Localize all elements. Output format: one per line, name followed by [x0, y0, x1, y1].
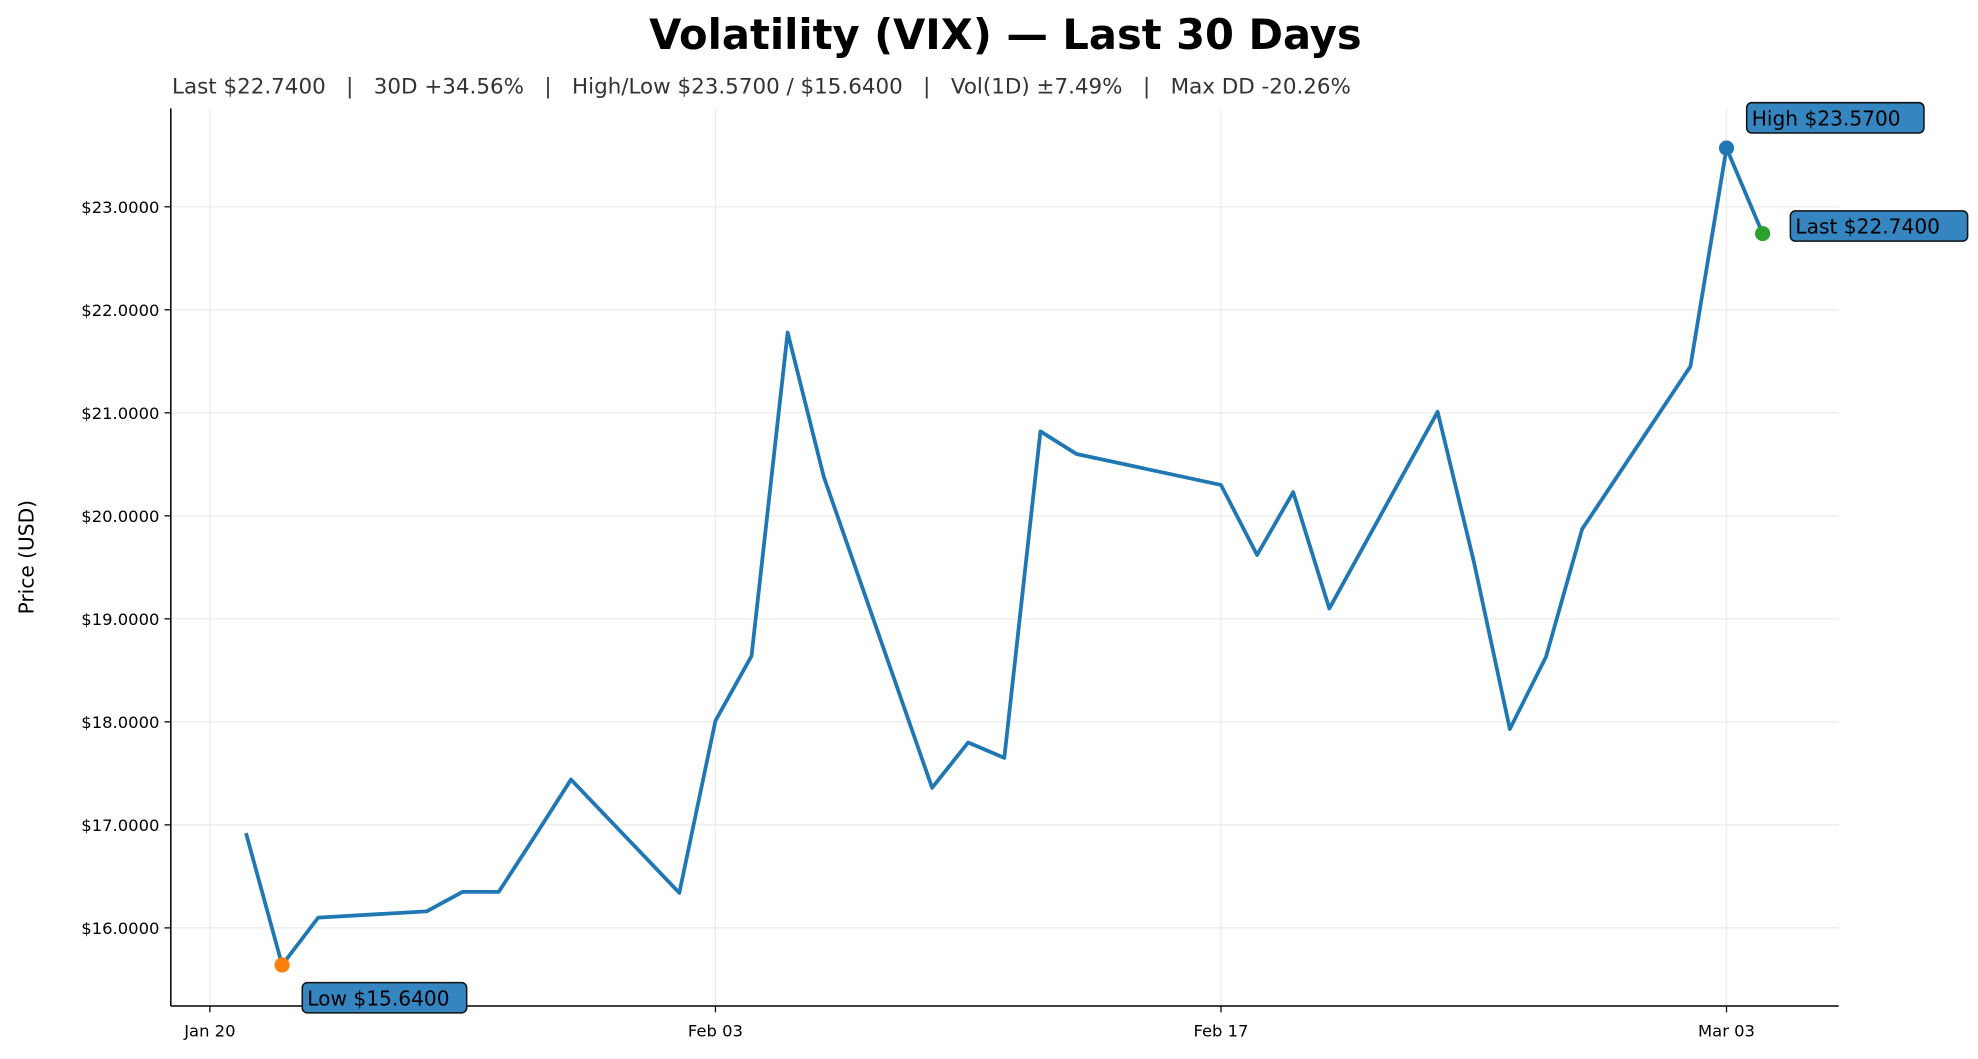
- y-axis-label: Price (USD): [14, 500, 38, 614]
- annotation-label: Last $22.7400: [1795, 215, 1940, 239]
- chart-subtitle: Last $22.7400 | 30D +34.56% | High/Low $…: [172, 74, 1351, 99]
- annotation-box: [301, 981, 468, 1014]
- y-tick-label: $16.0000: [81, 919, 159, 938]
- x-tick-label: Feb 17: [1193, 1021, 1248, 1040]
- x-tick-label: Jan 20: [183, 1021, 235, 1040]
- y-tick-label: $18.0000: [81, 713, 159, 732]
- x-tick-label: Feb 03: [688, 1021, 743, 1040]
- y-tick-label: $20.0000: [81, 507, 159, 526]
- annotation-label: High $23.5700: [1752, 106, 1901, 130]
- series-line-vix: [244, 146, 1765, 967]
- y-tick-label: $23.0000: [81, 198, 159, 217]
- annotation-marker: [1755, 226, 1771, 242]
- y-tick-label: $22.0000: [81, 301, 159, 320]
- x-tick-label: Mar 03: [1698, 1021, 1755, 1040]
- y-tick-label: $21.0000: [81, 404, 159, 423]
- axis-ticks: $16.0000 $17.0000 $18.0000 $19.0000 $20.0000…: [81, 198, 1755, 1040]
- y-tick-label: $17.0000: [81, 816, 159, 835]
- annotation-box: [1745, 101, 1925, 134]
- y-tick-label: $19.0000: [81, 610, 159, 629]
- grid-lines: [170, 108, 1839, 1007]
- chart-title: Volatility (VIX) — Last 30 Days: [649, 10, 1361, 59]
- annotation-box: [1789, 210, 1969, 242]
- annotation-marker: [274, 957, 290, 973]
- annotation-marker: [1718, 140, 1735, 156]
- annotation-label: Low $15.6400: [307, 986, 449, 1010]
